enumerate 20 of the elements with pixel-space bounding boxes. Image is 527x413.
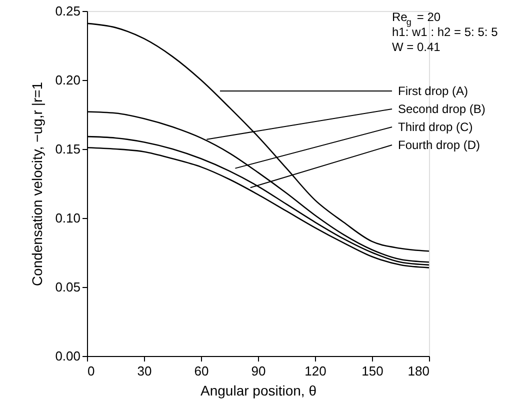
x-tick-label: 90 xyxy=(251,364,266,378)
y-tick-label: 0.20 xyxy=(55,72,80,88)
y-tick-label: 0.00 xyxy=(55,348,80,364)
annotation: First drop (A) xyxy=(398,84,468,98)
annotation: W = 0.41 xyxy=(392,40,441,54)
x-tick-label: 120 xyxy=(304,364,326,378)
x-tick-label: 150 xyxy=(362,364,384,378)
y-tick-label: 0.15 xyxy=(55,142,80,156)
annotation: Second drop (B) xyxy=(398,102,486,116)
x-tick-label: 30 xyxy=(137,364,152,378)
x-tick-label: 0 xyxy=(88,364,95,378)
x-tick-label: 60 xyxy=(194,364,209,378)
x-tick-label: 180 xyxy=(408,364,430,378)
x-axis-title: Angular position, θ xyxy=(200,382,317,398)
y-axis-title: Condensation velocity, −ug,r |r=1 xyxy=(29,82,46,286)
y-tick-label: 0.25 xyxy=(55,4,80,18)
annotation: Third drop (C) xyxy=(398,120,473,134)
annotation: Fourth drop (D) xyxy=(398,138,480,152)
y-tick-label: 0.10 xyxy=(55,210,80,226)
y-tick-label: 0.05 xyxy=(55,280,80,294)
